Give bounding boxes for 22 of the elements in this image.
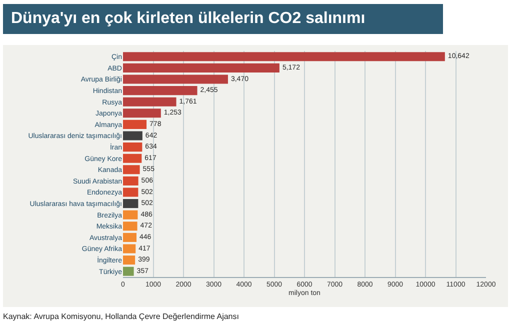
bar — [123, 131, 142, 140]
bar — [123, 154, 142, 163]
bar — [123, 210, 138, 220]
bar — [123, 165, 140, 174]
bar — [123, 74, 228, 84]
bar — [123, 266, 134, 276]
chart-title: Dünya'yı en çok kirleten ülkelerin CO2 salınımı — [3, 4, 443, 34]
bar — [123, 232, 136, 242]
bar — [123, 199, 138, 208]
bar — [123, 142, 142, 152]
bar — [123, 244, 136, 254]
bar — [123, 256, 136, 265]
bar — [123, 52, 445, 62]
bar — [123, 63, 280, 72]
bar — [123, 222, 138, 231]
bar — [123, 120, 147, 129]
text: Kaynak: Avrupa Komisyonu, Hollanda Çevre Değerlendirme Ajansı — [3, 312, 239, 321]
bar — [123, 97, 176, 106]
bar — [123, 108, 161, 118]
bar — [123, 86, 198, 96]
bar — [123, 188, 138, 197]
bar — [123, 176, 138, 186]
